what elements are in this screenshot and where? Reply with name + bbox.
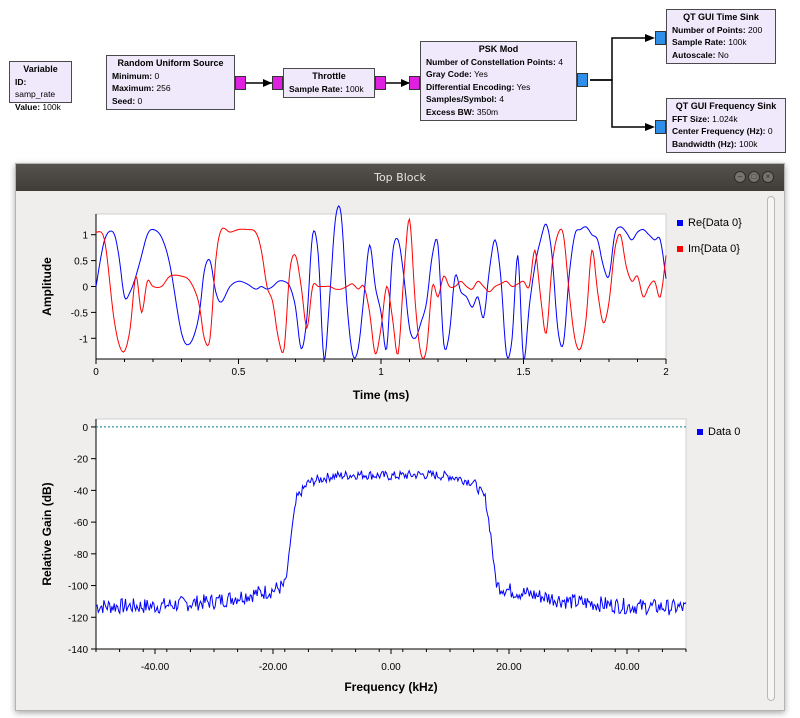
series-line-re [95, 204, 667, 361]
block-param: Bandwidth (Hz): 100k [672, 138, 758, 149]
x-tick-label: 1.5 [517, 367, 531, 378]
maximize-button[interactable]: □ [748, 171, 760, 183]
y-axis-label: Relative Gain (dB) [40, 482, 54, 585]
block-param: Maximum: 256 [112, 83, 171, 93]
y-tick-label: -120 [68, 613, 88, 624]
qt-gui-frequency-sink-block[interactable]: QT GUI Frequency Sink FFT Size: 1.024k Cen… [666, 98, 786, 153]
y-tick-label: -80 [74, 550, 89, 561]
block-param: Minimum: 0 [112, 70, 160, 81]
y-tick-label: -40 [74, 486, 89, 497]
psk-mod-block[interactable]: PSK Mod Number of Constellation Points: 4… [420, 41, 577, 121]
plot-area [95, 213, 667, 360]
x-tick-label: -20.00 [259, 662, 288, 673]
block-param: Sample Rate: 100k [672, 37, 747, 47]
block-title: Throttle [312, 71, 346, 81]
x-tick-label: 0 [93, 367, 99, 378]
block-title: QT GUI Frequency Sink [675, 101, 777, 111]
y-tick-label: 0 [82, 283, 88, 294]
block-param: Number of Points: 200 [672, 24, 763, 35]
window-title: Top Block [374, 171, 426, 184]
legend-swatch [677, 246, 683, 252]
throttle-in-port[interactable] [272, 76, 283, 90]
y-tick-label: -0.5 [71, 308, 89, 319]
random-uniform-source-block[interactable]: Random Uniform Source Minimum: 0 Maximum: … [106, 55, 235, 110]
block-param: Value: 100k [15, 101, 61, 112]
block-param: Seed: 0 [112, 95, 143, 106]
y-tick-label: 0.5 [74, 257, 88, 268]
legend-label: Re{Data 0} [688, 217, 742, 229]
arrow-head [401, 79, 410, 87]
plots-canvas: 1 0.5 0 -0.5 -1 0 0.5 1 1.5 2 Time (ms) Amplitude 0 -… [40, 204, 687, 694]
close-button[interactable]: × [762, 171, 774, 183]
block-param: FFT Size: 1.024k [672, 113, 738, 124]
block-title: Random Uniform Source [117, 58, 224, 68]
top-block-window: Top Block – □ × 1 0.5 0 -0.5 -1 0 0.5 1 1.5 2 Time… [15, 163, 785, 711]
block-title: PSK Mod [478, 44, 519, 54]
block-param: Number of Constellation Points: 4 [426, 56, 563, 67]
qt-gui-time-sink-block[interactable]: QT GUI Time Sink Number of Points: 200 Sam… [666, 9, 776, 64]
y-tick-label: -20 [74, 455, 89, 466]
x-tick-label: 1 [378, 367, 384, 378]
legend-im-data0[interactable]: Im{Data 0} [677, 243, 740, 255]
legend-label: Data 0 [708, 426, 741, 438]
random-source-out-port[interactable] [235, 76, 246, 90]
throttle-block[interactable]: Throttle Sample Rate: 100k [283, 68, 375, 98]
x-axis-label: Frequency (kHz) [344, 680, 437, 694]
y-tick-label: -140 [68, 645, 88, 656]
y-axis-label: Amplitude [40, 257, 54, 316]
y-tick-label: 0 [82, 423, 88, 434]
x-axis-label: Time (ms) [353, 388, 409, 402]
vertical-scrollbar[interactable] [767, 196, 775, 701]
block-param: Excess BW: 350m [426, 106, 499, 117]
block-title: Variable [23, 64, 58, 74]
block-param: Samples/Symbol: 4 [426, 94, 504, 104]
freq-sink-in-port[interactable] [655, 120, 666, 134]
legend-re-data0[interactable]: Re{Data 0} [677, 217, 742, 229]
x-tick-label: 0.5 [232, 367, 246, 378]
legend-swatch [697, 429, 703, 435]
flowgraph-connections [246, 34, 655, 131]
block-param: Gray Code: Yes [426, 69, 488, 79]
series-line-im [96, 217, 667, 360]
psk-mod-out-port[interactable] [577, 73, 588, 87]
series-line-data0 [95, 469, 687, 616]
minimize-button[interactable]: – [734, 171, 746, 183]
y-tick-label: -100 [68, 582, 88, 593]
block-param: Center Frequency (Hz): 0 [672, 126, 773, 136]
block-title: QT GUI Time Sink [683, 12, 759, 22]
variable-block[interactable]: Variable ID: samp_rate Value: 100k [9, 61, 72, 112]
x-tick-label: 20.00 [496, 662, 521, 673]
time-sink-in-port[interactable] [655, 31, 666, 45]
arrow-head [645, 34, 655, 42]
block-param: Differential Encoding: Yes [426, 81, 531, 92]
x-tick-label: 40.00 [614, 662, 639, 673]
legend-data0[interactable]: Data 0 [697, 426, 740, 438]
throttle-out-port[interactable] [375, 76, 386, 90]
arrow-head [645, 123, 655, 131]
y-tick-label: 1 [82, 231, 88, 242]
plot-area [95, 418, 687, 650]
legend-label: Im{Data 0} [688, 243, 740, 255]
y-tick-label: -60 [74, 518, 89, 529]
window-titlebar[interactable]: Top Block – □ × [16, 164, 784, 191]
block-param: Autoscale: No [672, 49, 729, 60]
psk-mod-in-port[interactable] [409, 76, 420, 90]
x-tick-label: 2 [663, 367, 669, 378]
block-param: Sample Rate: 100k [289, 83, 364, 94]
legend-swatch [677, 220, 683, 226]
y-tick-label: -1 [79, 334, 88, 345]
x-tick-label: 0.00 [381, 662, 401, 673]
block-param: ID: samp_rate [15, 76, 56, 100]
arrow-head [263, 79, 272, 87]
x-tick-label: -40.00 [141, 662, 170, 673]
